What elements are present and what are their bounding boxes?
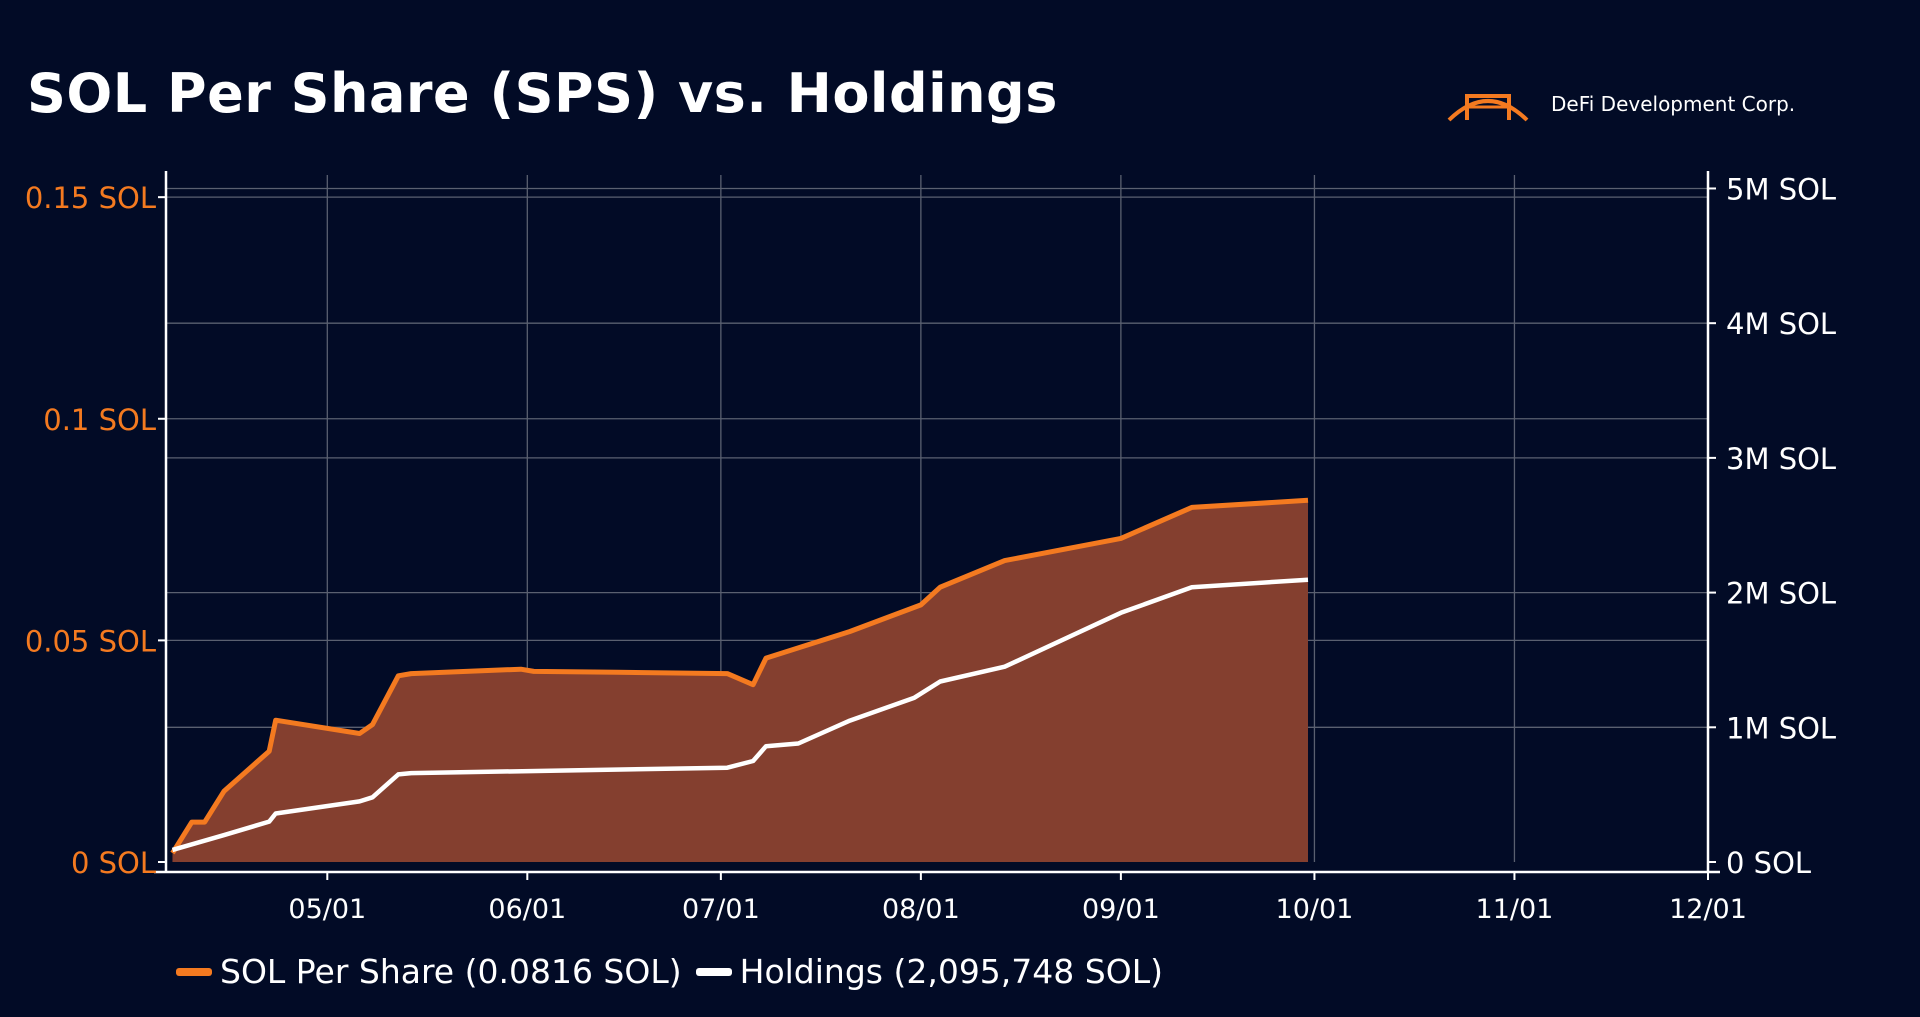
- y-left-tick-label: 0.05 SOL: [25, 624, 156, 658]
- y-right-tick-label: 0 SOL: [1726, 846, 1811, 880]
- x-tick-label: 08/01: [882, 894, 960, 925]
- brand-name: DeFi Development Corp.: [1551, 92, 1796, 116]
- y-right-tick-label: 2M SOL: [1726, 577, 1836, 611]
- chart-title: SOL Per Share (SPS) vs. Holdings: [27, 62, 1058, 125]
- legend-item-sps: SOL Per Share (0.0816 SOL): [176, 952, 682, 991]
- legend-swatch-holdings: [695, 967, 732, 976]
- x-tick-label: 07/01: [682, 894, 760, 925]
- x-tick-label: 10/01: [1276, 894, 1354, 925]
- legend: SOL Per Share (0.0816 SOL) Holdings (2,0…: [176, 952, 1163, 991]
- legend-label-holdings: Holdings (2,095,748 SOL): [739, 952, 1163, 991]
- y-right-tick-label: 5M SOL: [1726, 172, 1836, 206]
- legend-item-holdings: Holdings (2,095,748 SOL): [695, 952, 1163, 991]
- x-tick-label: 11/01: [1476, 894, 1554, 925]
- x-tick-label: 05/01: [288, 894, 366, 925]
- sps-line: [170, 497, 1309, 855]
- y-left-tick-label: 0.1 SOL: [43, 403, 156, 437]
- legend-swatch-sps: [176, 967, 212, 976]
- x-tick-label: 09/01: [1082, 894, 1160, 925]
- axes: [154, 171, 1720, 880]
- bridge-icon: [1447, 94, 1529, 122]
- y-left-tick-label: 0 SOL: [71, 846, 156, 880]
- y-right-tick-label: 3M SOL: [1726, 442, 1836, 476]
- brand: DeFi Development Corp.: [1445, 84, 1795, 124]
- x-tick-label: 06/01: [488, 894, 566, 925]
- legend-label-sps: SOL Per Share (0.0816 SOL): [220, 952, 682, 991]
- y-right-tick-label: 4M SOL: [1726, 307, 1836, 341]
- tick-labels: 0 SOL 0.05 SOL 0.1 SOL 0.15 SOL 0 SOL 1M SOL 2…: [25, 172, 1836, 925]
- holdings-line: [171, 577, 1309, 853]
- series-lines: [170, 497, 1309, 855]
- y-right-tick-label: 1M SOL: [1726, 711, 1836, 745]
- y-left-tick-label: 0.15 SOL: [25, 181, 156, 215]
- x-tick-label: 12/01: [1669, 894, 1747, 925]
